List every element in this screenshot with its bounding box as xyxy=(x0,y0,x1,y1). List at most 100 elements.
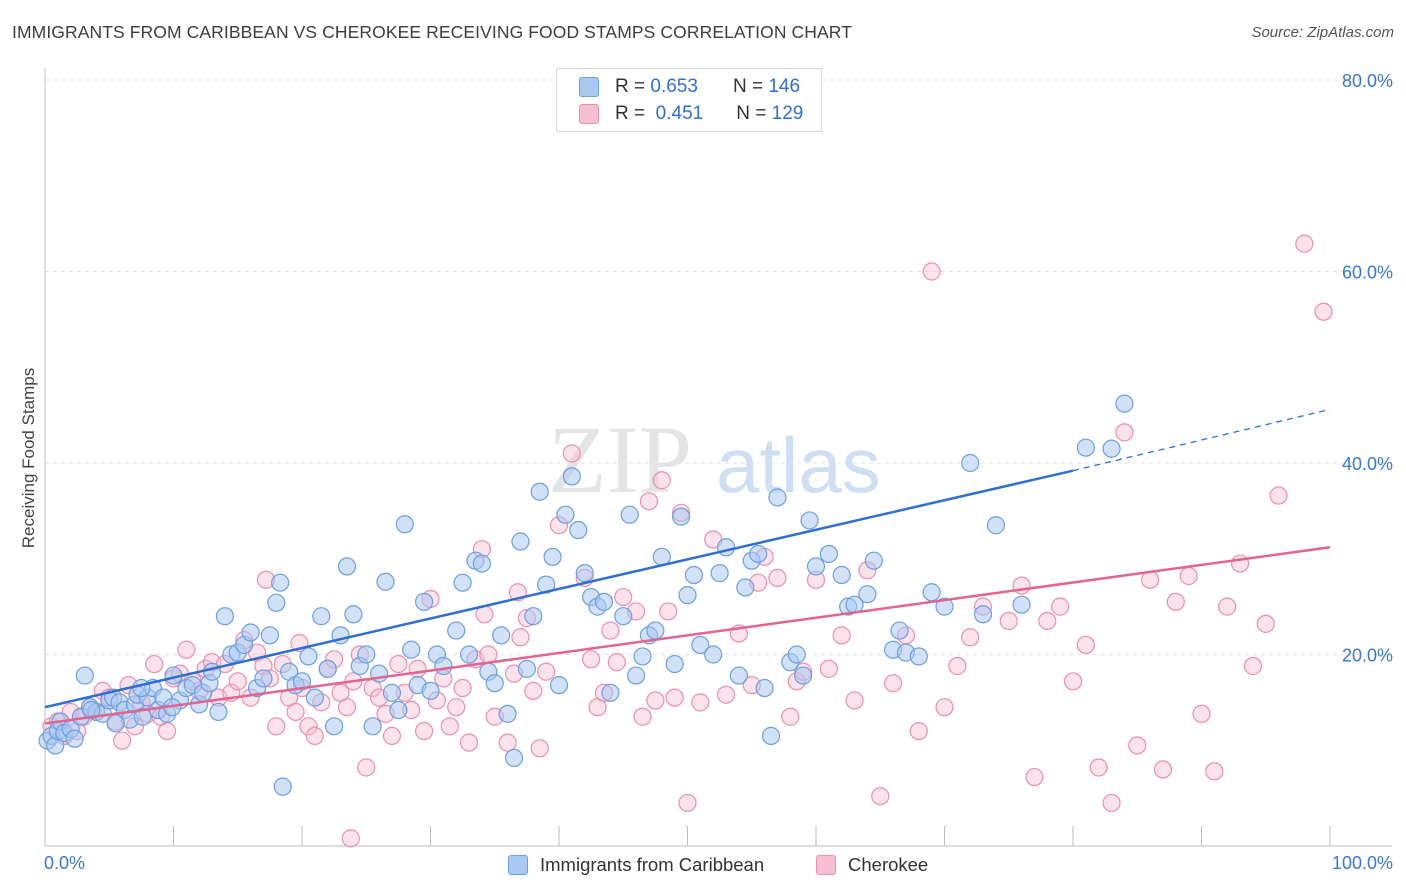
y-tick-label: 40.0% xyxy=(1342,454,1393,474)
caribbean-point xyxy=(524,607,543,626)
caribbean-point xyxy=(575,564,594,583)
caribbean-point xyxy=(395,515,414,534)
caribbean-point xyxy=(106,714,125,733)
cherokee-point xyxy=(459,733,479,752)
caribbean-point xyxy=(402,640,421,659)
cherokee-point xyxy=(1269,486,1288,505)
cherokee-point xyxy=(1051,597,1070,616)
cherokee-point xyxy=(607,653,626,672)
caribbean-point xyxy=(569,520,588,540)
legend-row-caribbean: R = 0.653 N = 146 xyxy=(579,75,800,99)
source-label: Source: ZipAtlas.com xyxy=(1251,24,1394,41)
cherokee-point xyxy=(414,721,434,741)
caribbean-point xyxy=(665,654,684,674)
cherokee-point xyxy=(511,628,530,647)
cherokee-point xyxy=(562,444,581,463)
y-tick-label: 60.0% xyxy=(1342,263,1393,283)
caribbean-trend-line xyxy=(44,469,1074,709)
cherokee-point xyxy=(871,787,890,806)
cherokee-point xyxy=(691,693,710,712)
legend-row-cherokee: R = 0.451 N = 129 xyxy=(579,102,803,126)
caribbean-point xyxy=(890,621,909,640)
caribbean-point xyxy=(986,516,1006,535)
cherokee-point xyxy=(524,681,543,700)
caribbean-point xyxy=(82,700,101,720)
cherokee-point xyxy=(1089,758,1108,777)
cherokee-point xyxy=(1243,656,1263,676)
caribbean-point xyxy=(729,666,749,685)
cherokee-point xyxy=(479,645,498,664)
caribbean-point xyxy=(133,707,152,726)
caribbean-point xyxy=(935,597,954,616)
caribbean-legend-swatch xyxy=(508,855,528,875)
caribbean-point xyxy=(260,626,279,645)
legend-item-cherokee[interactable]: Cherokee xyxy=(816,852,928,878)
y-tick-label: 80.0% xyxy=(1342,71,1393,91)
cherokee-point xyxy=(999,611,1018,631)
caribbean-point xyxy=(691,635,710,655)
cherokee-point xyxy=(267,717,286,736)
x-tick-label: 100.0% xyxy=(1332,853,1393,873)
x-tick-label: 0.0% xyxy=(44,853,85,873)
caribbean-point xyxy=(549,676,569,695)
trend-lines xyxy=(44,408,1331,725)
watermark-atlas: atlas xyxy=(716,421,881,509)
caribbean-point xyxy=(318,659,337,678)
caribbean-point xyxy=(710,564,729,583)
caribbean-point xyxy=(794,666,813,685)
cherokee-point xyxy=(961,628,980,647)
caribbean-point xyxy=(305,688,324,707)
caribbean-point xyxy=(357,645,376,664)
cherokee-point xyxy=(389,654,408,674)
caribbean-point xyxy=(716,538,736,557)
caribbean-point xyxy=(1102,439,1121,458)
cherokee-point xyxy=(948,656,967,676)
cherokee-point xyxy=(614,587,633,607)
watermark-zip: ZIP xyxy=(548,406,692,513)
r-value-cherokee: 0.451 xyxy=(655,103,704,124)
caribbean-point xyxy=(215,607,234,626)
caribbean-point xyxy=(530,482,549,501)
cherokee-point xyxy=(357,758,376,777)
caribbean-point xyxy=(132,678,151,698)
cherokee-point xyxy=(845,691,864,710)
watermark: ZIP atlas xyxy=(548,406,881,513)
cherokee-trend-line xyxy=(44,546,1331,725)
caribbean-point xyxy=(864,551,883,570)
cherokee-point xyxy=(1102,793,1121,813)
cherokee-point xyxy=(646,691,665,710)
n-label: N = xyxy=(736,103,767,124)
caribbean-point xyxy=(626,666,646,685)
caribbean-point xyxy=(922,583,941,602)
cherokee-point xyxy=(228,672,247,691)
caribbean-point xyxy=(202,662,222,681)
caribbean-point xyxy=(646,621,665,640)
cherokee-point xyxy=(659,602,678,621)
cherokee-point xyxy=(1218,597,1237,616)
r-value-caribbean: 0.653 xyxy=(650,76,698,97)
caribbean-point xyxy=(562,467,581,486)
caribbean-point xyxy=(543,547,562,566)
caribbean-point xyxy=(453,573,472,592)
cherokee-point xyxy=(1025,767,1044,787)
caribbean-point xyxy=(704,645,723,664)
caribbean-point xyxy=(414,592,434,611)
caribbean-point xyxy=(325,717,344,736)
caribbean-point xyxy=(504,748,524,768)
caribbean-point xyxy=(485,674,504,693)
cherokee-point xyxy=(582,650,601,669)
cherokee-point xyxy=(145,654,164,674)
cherokee-point xyxy=(832,626,851,645)
caribbean-point xyxy=(858,585,877,604)
caribbean-point xyxy=(1115,394,1134,413)
cherokee-point xyxy=(337,698,357,717)
axes xyxy=(44,68,1392,847)
r-label: R = xyxy=(615,103,646,124)
caribbean-point xyxy=(472,554,491,573)
legend-item-caribbean[interactable]: Immigrants from Caribbean xyxy=(508,852,764,878)
caribbean-legend-label: Immigrants from Caribbean xyxy=(540,854,765,875)
caribbean-point xyxy=(209,702,228,722)
chart-title: IMMIGRANTS FROM CARIBBEAN VS CHEROKEE RE… xyxy=(12,22,853,42)
caribbean-point xyxy=(241,623,260,642)
cherokee-point xyxy=(408,659,427,678)
